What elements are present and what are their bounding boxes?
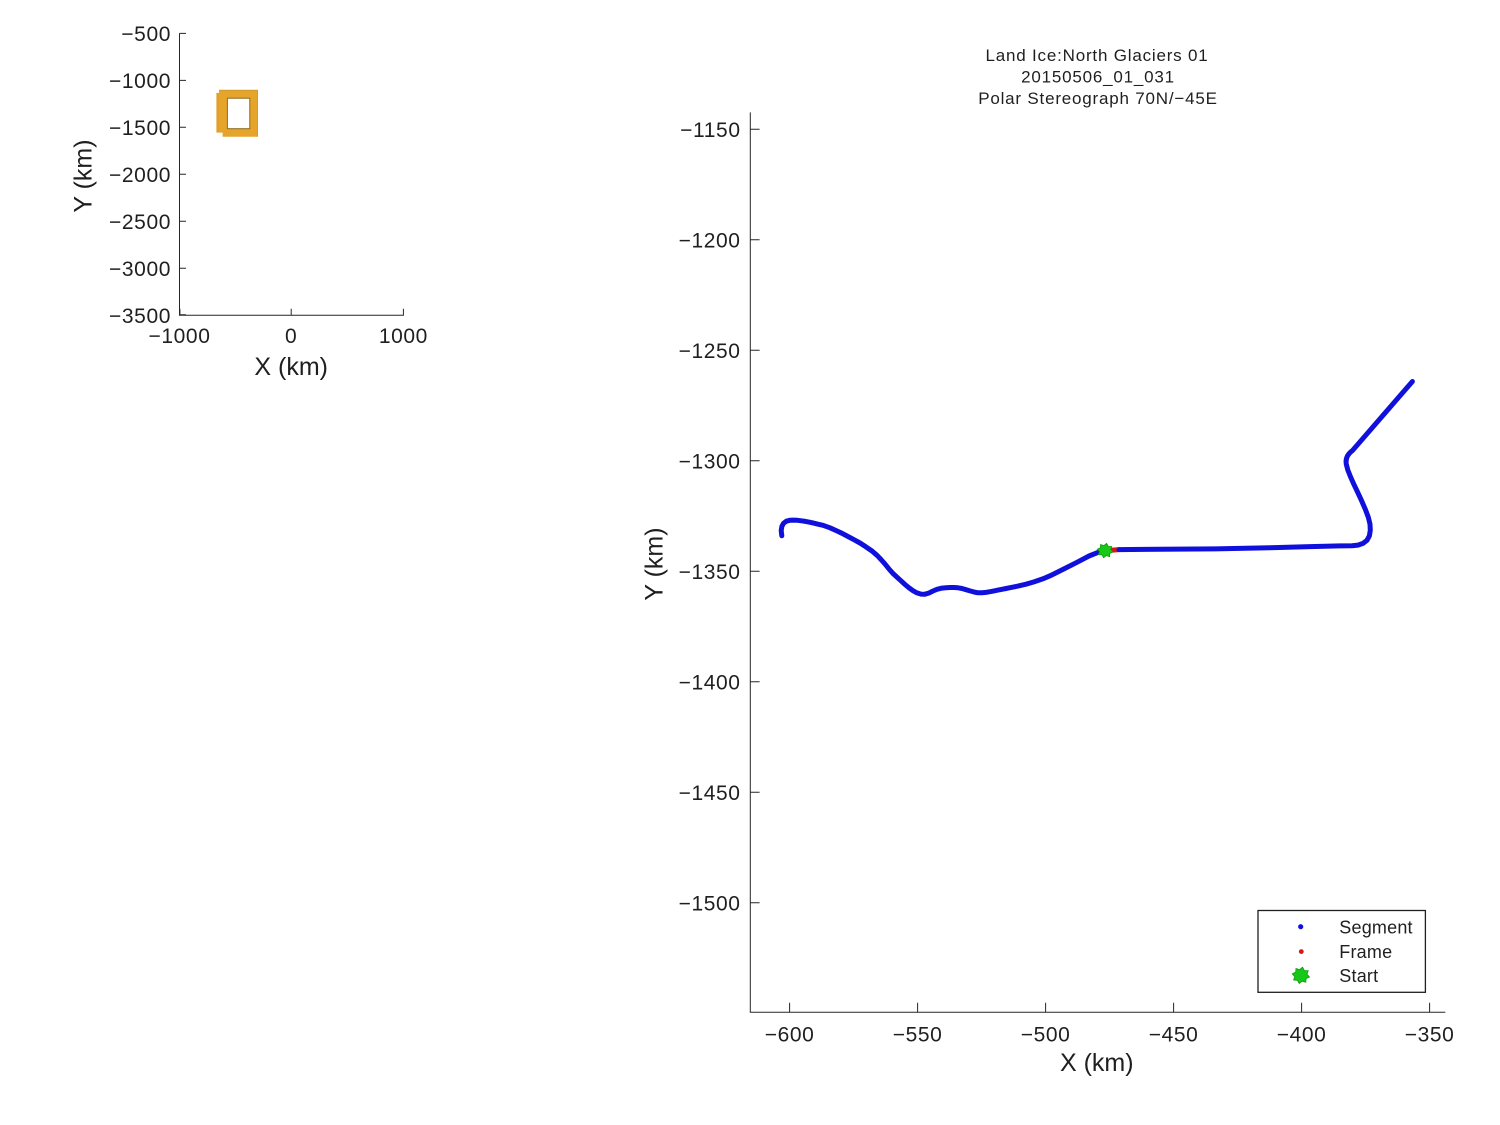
svg-text:−1350: −1350 [679, 561, 741, 584]
svg-text:−500: −500 [1021, 1023, 1071, 1046]
svg-text:Land Ice:North Glaciers 01: Land Ice:North Glaciers 01 [985, 46, 1208, 65]
svg-text:X (km): X (km) [1060, 1049, 1134, 1077]
svg-text:−600: −600 [765, 1023, 815, 1046]
svg-text:Start: Start [1339, 966, 1378, 986]
svg-text:Segment: Segment [1339, 917, 1412, 937]
svg-text:X (km): X (km) [254, 353, 328, 381]
svg-text:−1300: −1300 [679, 451, 741, 474]
svg-text:−1000: −1000 [149, 325, 211, 348]
svg-text:−1500: −1500 [109, 117, 171, 140]
svg-text:−450: −450 [1149, 1023, 1199, 1046]
svg-text:−350: −350 [1405, 1023, 1455, 1046]
svg-text:−2500: −2500 [109, 211, 171, 234]
svg-text:−1250: −1250 [679, 340, 741, 363]
svg-text:Y (km): Y (km) [70, 139, 98, 212]
svg-text:−1000: −1000 [109, 70, 171, 93]
svg-text:1000: 1000 [379, 325, 428, 348]
svg-text:20150506_01_031: 20150506_01_031 [1021, 68, 1175, 87]
svg-text:−550: −550 [893, 1023, 943, 1046]
svg-text:0: 0 [285, 325, 297, 348]
svg-text:−1500: −1500 [679, 893, 741, 916]
svg-text:Y (km): Y (km) [640, 527, 668, 600]
svg-text:−500: −500 [121, 23, 171, 46]
svg-text:−3000: −3000 [109, 258, 171, 281]
svg-text:−400: −400 [1277, 1023, 1327, 1046]
svg-text:−1400: −1400 [679, 672, 741, 695]
svg-text:−1450: −1450 [679, 782, 741, 805]
svg-text:−2000: −2000 [109, 164, 171, 187]
svg-text:Frame: Frame [1339, 942, 1392, 962]
svg-text:Polar Stereograph 70N/−45E: Polar Stereograph 70N/−45E [978, 89, 1218, 108]
svg-text:−3500: −3500 [109, 305, 171, 328]
svg-text:−1200: −1200 [679, 230, 741, 253]
svg-text:−1150: −1150 [680, 119, 740, 142]
